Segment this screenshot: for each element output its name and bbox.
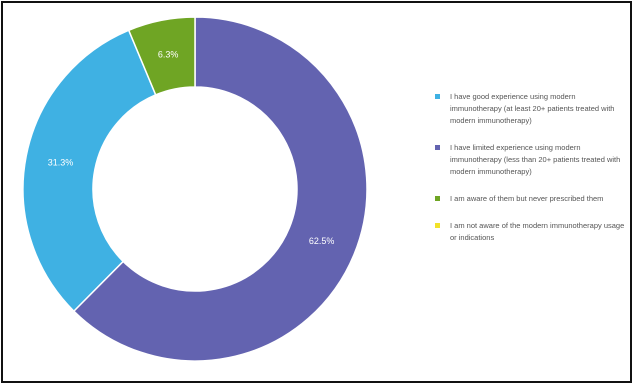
- slice-value-label: 6.3%: [158, 50, 179, 60]
- donut-slice-labels: 62.5% 31.3% 6.3%: [48, 50, 335, 247]
- legend-item-limited-experience: I have limited experience using modern i…: [435, 142, 625, 178]
- legend-swatch: [435, 145, 440, 150]
- donut-slice: [22, 29, 157, 313]
- legend-label: I have good experience using modern immu…: [450, 92, 615, 125]
- legend-item-not-aware: I am not aware of the modern immunothera…: [435, 220, 625, 244]
- legend-swatch: [435, 94, 440, 99]
- slice-value-label: 31.3%: [48, 158, 74, 168]
- legend-item-good-experience: I have good experience using modern immu…: [435, 91, 625, 127]
- donut-slice: [127, 16, 196, 96]
- legend-label: I am aware of them but never prescribed …: [450, 194, 604, 203]
- legend-label: I am not aware of the modern immunothera…: [450, 221, 625, 242]
- donut-chart: 62.5% 31.3% 6.3%: [22, 16, 368, 362]
- legend-label: I have limited experience using modern i…: [450, 143, 621, 176]
- legend: I have good experience using modern immu…: [435, 91, 625, 259]
- donut-slices: [22, 16, 368, 362]
- legend-swatch: [435, 223, 440, 228]
- slice-value-label: 62.5%: [309, 236, 335, 246]
- legend-swatch: [435, 196, 440, 201]
- donut-slice: [72, 16, 368, 362]
- legend-item-aware-never-prescribed: I am aware of them but never prescribed …: [435, 193, 625, 205]
